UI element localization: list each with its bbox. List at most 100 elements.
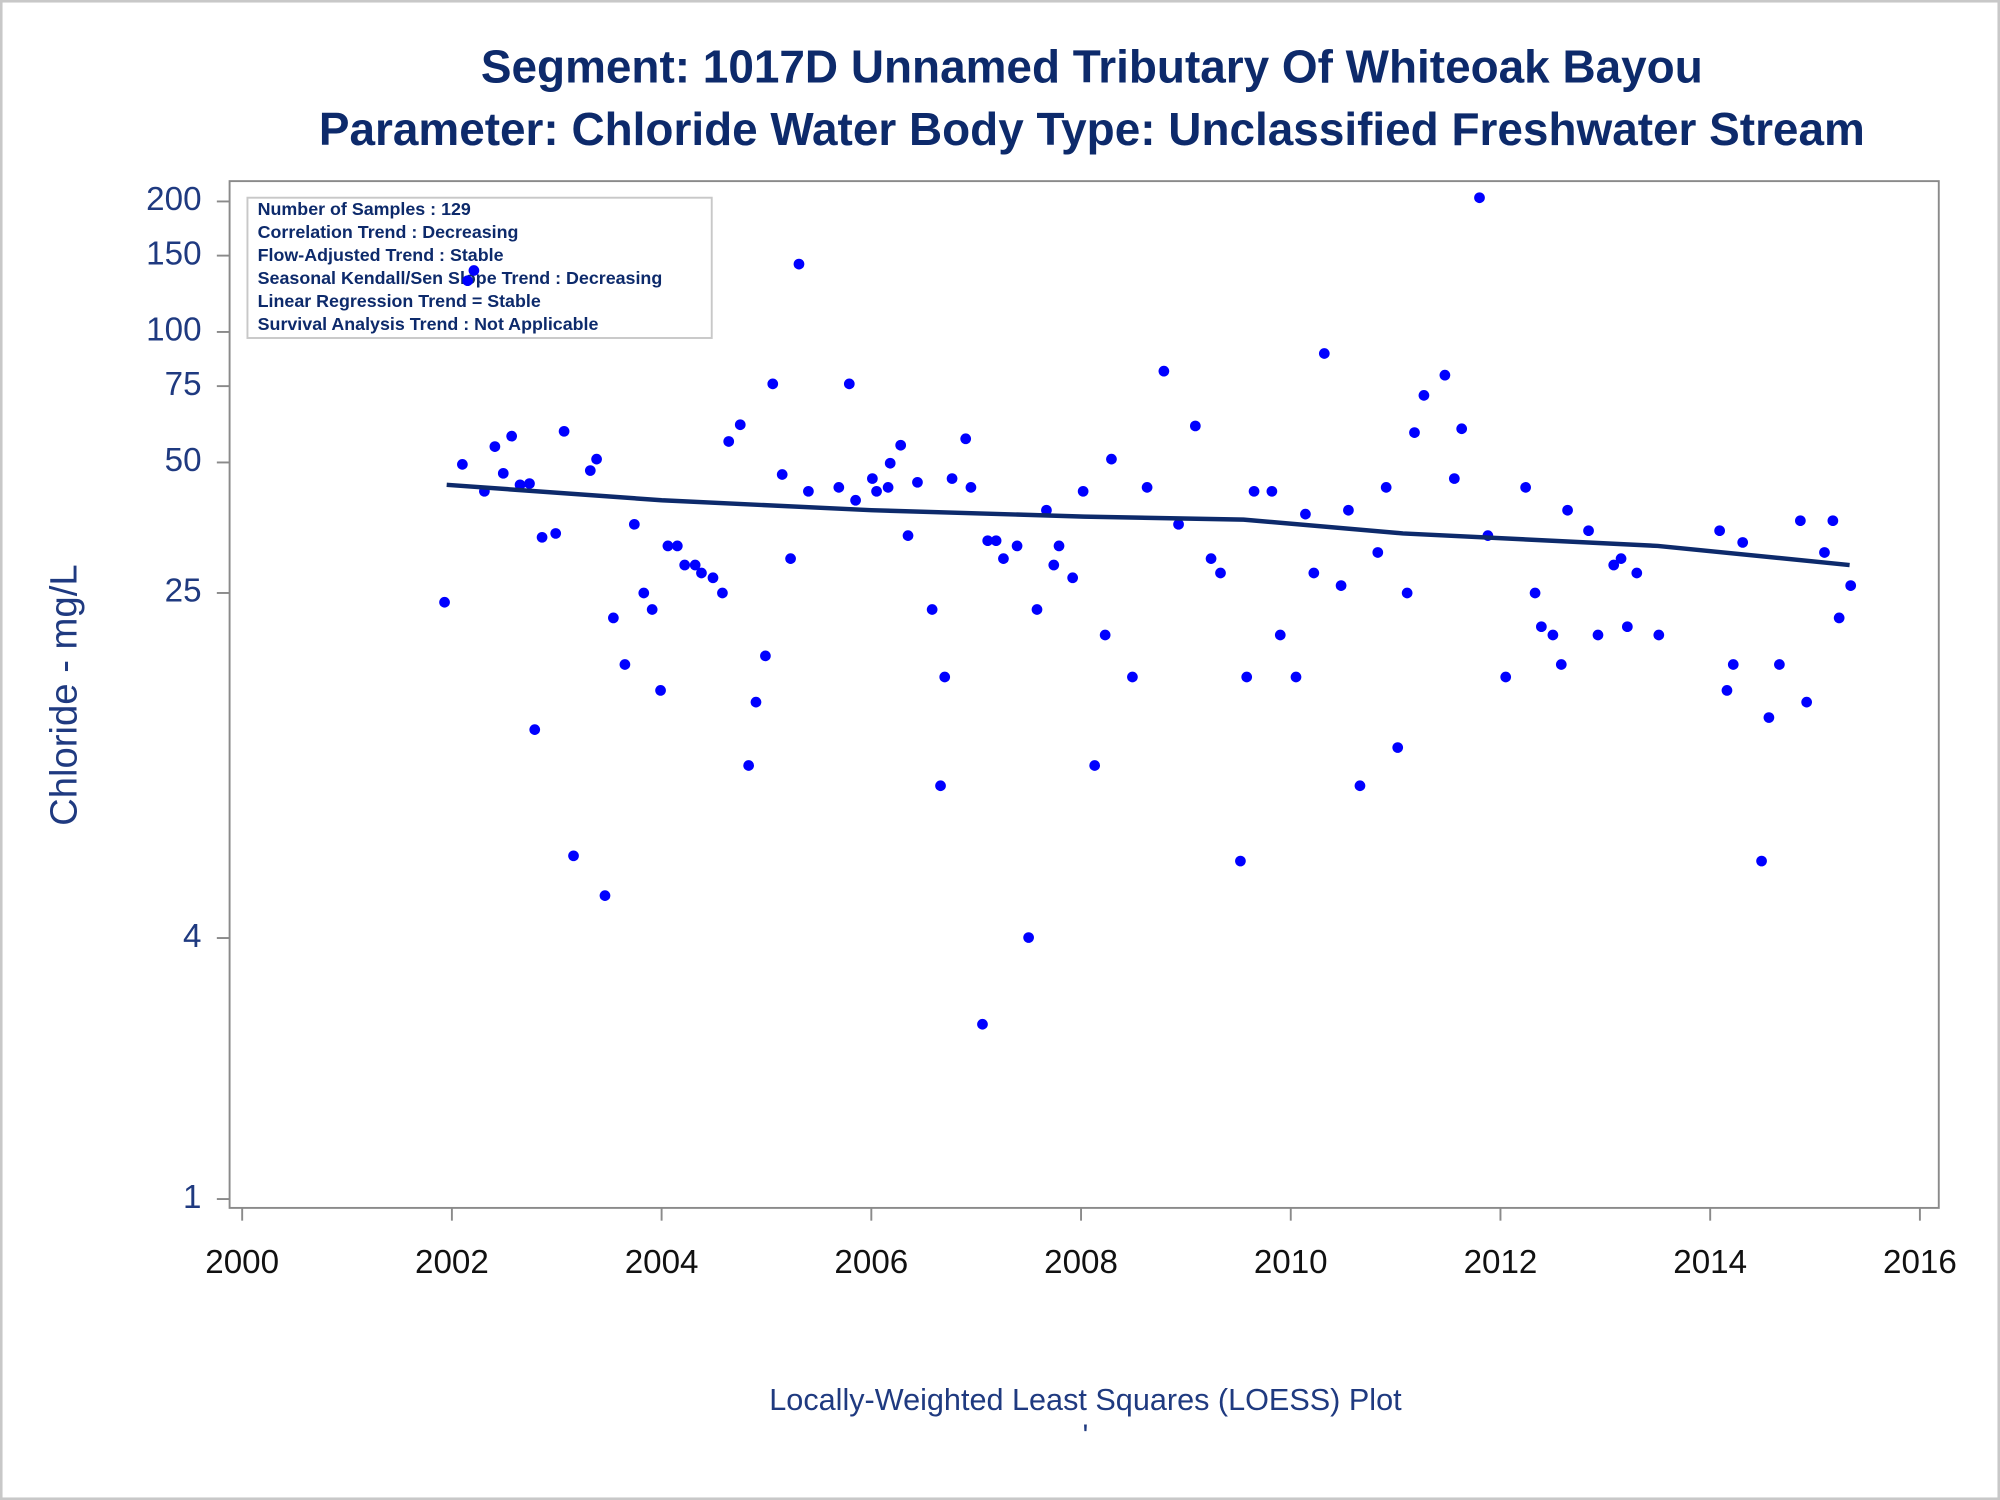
x-tick-label: 2012 (1464, 1244, 1538, 1281)
data-point (1235, 855, 1246, 867)
data-point (793, 258, 805, 270)
data-point (882, 482, 894, 493)
x-tick-label: 2008 (1044, 1244, 1118, 1281)
info-line: Seasonal Kendall/Sen Slope Trend : Decre… (258, 268, 663, 288)
x-tick-label: 2000 (205, 1244, 279, 1281)
data-point (1053, 540, 1065, 552)
data-point (457, 459, 468, 470)
data-point (767, 378, 779, 390)
data-point (1653, 629, 1665, 641)
data-point (743, 760, 754, 771)
data-point (1266, 485, 1278, 497)
data-point (506, 430, 518, 442)
data-point (1615, 553, 1627, 565)
data-point (1819, 547, 1830, 558)
data-point (912, 476, 923, 488)
data-point (1335, 580, 1347, 591)
data-point (558, 425, 570, 437)
info-line: Survival Analysis Trend : Not Applicable (258, 314, 599, 334)
data-point (1621, 621, 1633, 633)
data-point (895, 439, 907, 451)
data-point (776, 469, 788, 480)
data-point (1583, 525, 1594, 537)
data-point (608, 612, 619, 624)
data-point (965, 482, 977, 493)
data-point (1031, 604, 1043, 615)
data-point (1608, 559, 1620, 571)
data-point (568, 850, 579, 862)
data-point (1099, 629, 1111, 641)
data-point (662, 540, 674, 552)
data-point (723, 436, 735, 447)
data-point (977, 1018, 988, 1030)
data-point (1500, 671, 1512, 683)
footnote-mark: ' (1083, 1419, 1089, 1453)
data-point (1827, 515, 1839, 527)
x-tick-label: 2002 (415, 1244, 489, 1281)
y-tick-label: 50 (165, 442, 202, 479)
data-point (1189, 420, 1201, 432)
data-point (439, 596, 450, 608)
data-point (1763, 712, 1775, 723)
x-tick-label: 2016 (1883, 1244, 1957, 1281)
y-tick-label: 75 (165, 366, 202, 403)
data-point (803, 485, 814, 497)
data-point (1520, 482, 1531, 493)
data-point (1448, 473, 1460, 484)
data-point (1205, 553, 1217, 565)
data-point (1041, 504, 1052, 516)
data-point (946, 473, 958, 484)
data-point (599, 890, 611, 901)
data-point (998, 553, 1009, 565)
data-point (497, 467, 509, 479)
data-point (1241, 671, 1253, 683)
info-line: Flow-Adjusted Trend : Stable (258, 245, 504, 265)
data-point (1023, 932, 1034, 943)
data-point (1308, 567, 1320, 579)
data-point (1562, 504, 1573, 516)
data-point (1106, 453, 1117, 465)
data-point (536, 531, 548, 543)
data-point (1833, 612, 1845, 624)
data-point (638, 587, 650, 599)
info-box (246, 196, 713, 339)
info-line: Number of Samples : 129 (258, 199, 471, 219)
data-point (468, 265, 480, 276)
data-point (1173, 518, 1184, 530)
data-point (1555, 659, 1567, 670)
data-point (884, 457, 896, 469)
data-point (990, 535, 1002, 547)
data-point (696, 567, 707, 579)
data-point (529, 724, 541, 735)
data-point (1343, 504, 1354, 516)
info-line: Correlation Trend : Decreasing (258, 222, 519, 242)
data-point (646, 604, 658, 615)
data-point (1474, 192, 1485, 204)
chart-title: Segment: 1017D Unnamed Tributary Of Whit… (481, 40, 1703, 92)
data-point (1067, 572, 1079, 584)
data-point (1274, 629, 1286, 641)
data-point (871, 485, 882, 497)
data-point (867, 473, 878, 484)
data-point (1318, 348, 1330, 359)
y-tick-label: 100 (146, 312, 201, 349)
data-point (489, 441, 501, 452)
data-point (1795, 515, 1806, 527)
data-point (1089, 760, 1101, 771)
data-point (1727, 659, 1739, 670)
data-point (760, 650, 771, 662)
data-point (1158, 365, 1170, 377)
data-point (833, 482, 845, 493)
data-point (1536, 621, 1547, 633)
data-point (514, 479, 526, 491)
data-point (960, 433, 972, 445)
data-point (1801, 696, 1813, 708)
data-point (1141, 482, 1153, 493)
data-point (1547, 629, 1559, 641)
data-point (1631, 567, 1643, 579)
data-point (750, 696, 762, 708)
y-tick-label: 25 (165, 573, 202, 610)
data-point (550, 528, 562, 539)
data-point (717, 587, 728, 599)
